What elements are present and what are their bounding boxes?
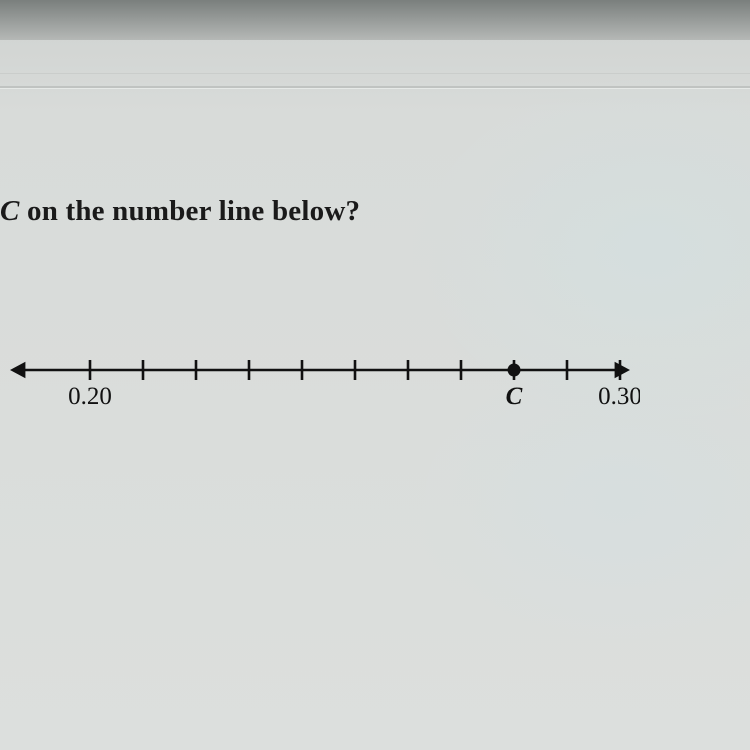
number-line-label: C — [506, 383, 523, 410]
monitor-top-edge — [0, 0, 750, 40]
window-frame-divider-1 — [0, 73, 750, 74]
window-frame-divider-2 — [0, 86, 750, 88]
question-variable: C — [0, 195, 20, 227]
question-body: on the number line below? — [20, 195, 361, 227]
number-line-label: 0.20 — [68, 383, 112, 410]
number-line-svg: 0.20 C 0.30 — [0, 330, 640, 450]
question-text: C on the number line below? — [0, 195, 360, 228]
number-line-label: 0.30 — [598, 383, 640, 410]
number-line-figure: 0.20 C 0.30 — [0, 330, 640, 450]
